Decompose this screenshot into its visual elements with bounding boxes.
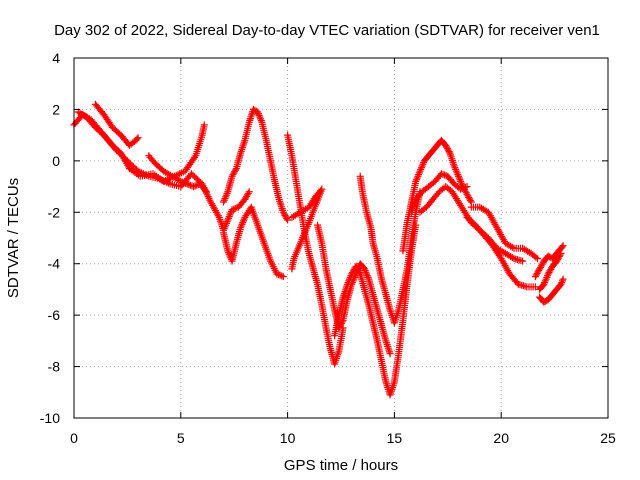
marker-path: [331, 221, 420, 399]
marker-path: [467, 203, 541, 263]
grid-lines: [74, 58, 608, 418]
series-trace-g: [284, 131, 347, 368]
y-tick-label: -6: [48, 307, 61, 323]
marker-path: [288, 185, 326, 273]
series-trace-e: [220, 105, 292, 224]
marker-path: [536, 275, 567, 306]
series-trace-j: [331, 221, 420, 399]
series-trace-f: [220, 203, 287, 281]
marker-path: [220, 203, 287, 281]
plot-frame: [73, 57, 609, 419]
marker-path: [220, 105, 292, 224]
x-tick-label: 25: [600, 430, 616, 446]
y-tick-label: -8: [48, 359, 61, 375]
x-tick-label: 15: [387, 430, 403, 446]
y-tick-label: 0: [52, 153, 60, 169]
y-tick-label: -10: [40, 410, 60, 426]
series-trace-k: [356, 172, 424, 327]
chart-title: Day 302 of 2022, Sidereal Day-to-day VTE…: [54, 22, 600, 39]
series-trace-p: [463, 213, 539, 291]
x-tick-label: 20: [493, 430, 509, 446]
marker-path: [145, 152, 210, 196]
series-trace-m: [408, 170, 471, 216]
series-trace-i: [314, 221, 394, 358]
marker-path: [356, 172, 424, 327]
marker-path: [531, 242, 567, 281]
marker-path: [91, 100, 142, 149]
marker-path: [463, 213, 539, 291]
series-trace-h: [288, 185, 326, 273]
x-tick-label: 10: [280, 430, 296, 446]
marker-path: [314, 221, 394, 358]
y-tick-label: -4: [48, 256, 61, 272]
series-trace-d: [145, 152, 210, 196]
marker-path: [536, 249, 565, 293]
marker-path: [284, 131, 347, 368]
x-tick-label: 0: [70, 430, 78, 446]
y-tick-label: -2: [48, 204, 61, 220]
series-trace-c: [91, 100, 142, 149]
y-tick-label: 4: [52, 50, 60, 66]
x-axis-label: GPS time / hours: [284, 457, 398, 474]
series-trace-s: [536, 249, 565, 293]
series-trace-r: [536, 275, 567, 306]
series-trace-q: [531, 242, 567, 281]
data-points: [70, 100, 567, 399]
y-tick-label: 2: [52, 101, 60, 117]
y-axis-label: SDTVAR / TECUs: [5, 178, 22, 298]
x-tick-label: 5: [177, 430, 185, 446]
series-trace-o: [467, 203, 541, 263]
marker-path: [408, 170, 471, 216]
